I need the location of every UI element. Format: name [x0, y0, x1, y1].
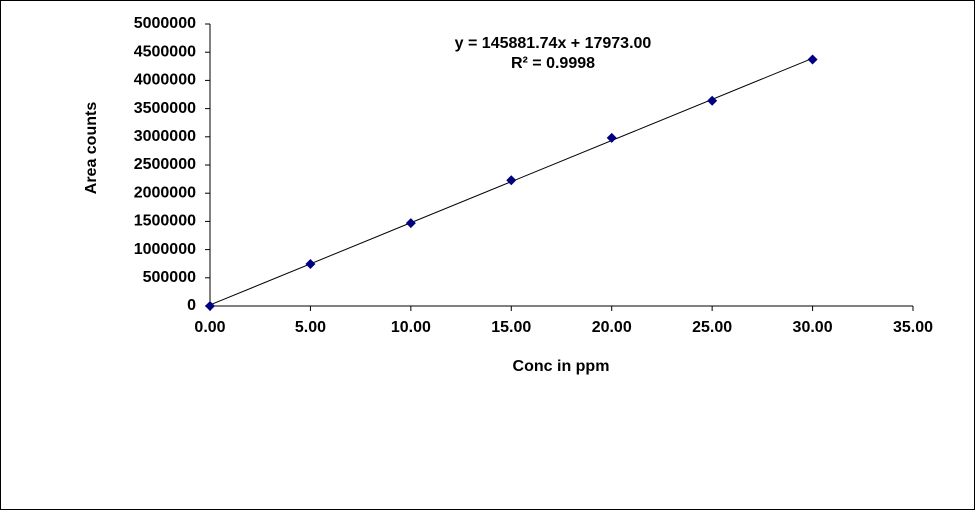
- y-tick-label: 4000000: [134, 72, 196, 89]
- x-tick-label: 10.00: [391, 319, 431, 336]
- y-tick-label: 3000000: [134, 128, 196, 145]
- y-axis-label: Area counts: [83, 102, 100, 195]
- data-point: [405, 218, 416, 229]
- x-tick-label: 0.00: [194, 319, 225, 336]
- y-tick-label: 1000000: [134, 241, 196, 258]
- x-tick-label: 15.00: [491, 319, 531, 336]
- y-tick-label: 2500000: [134, 156, 196, 173]
- x-tick-label: 25.00: [692, 319, 732, 336]
- y-tick-label: 4500000: [134, 43, 196, 60]
- x-tick-label: 20.00: [592, 319, 632, 336]
- data-point: [606, 132, 617, 143]
- data-point: [205, 301, 215, 311]
- y-tick-label: 5000000: [134, 15, 196, 32]
- x-tick-label: 35.00: [893, 319, 933, 336]
- y-tick-label: 3500000: [134, 100, 196, 117]
- y-tick-label: 2000000: [134, 184, 196, 201]
- x-axis-label: Conc in ppm: [513, 358, 610, 375]
- data-point: [807, 54, 818, 65]
- x-tick-label: 5.00: [295, 319, 326, 336]
- r-squared-annotation: R² = 0.9998: [511, 55, 595, 72]
- y-tick-label: 1500000: [134, 213, 196, 230]
- x-tick-label: 30.00: [793, 319, 833, 336]
- equation-annotation: y = 145881.74x + 17973.00: [455, 35, 652, 52]
- data-point: [506, 175, 517, 186]
- y-tick-label: 0: [187, 297, 196, 314]
- data-point: [707, 95, 718, 106]
- data-point: [305, 258, 316, 269]
- y-tick-label: 500000: [143, 269, 196, 286]
